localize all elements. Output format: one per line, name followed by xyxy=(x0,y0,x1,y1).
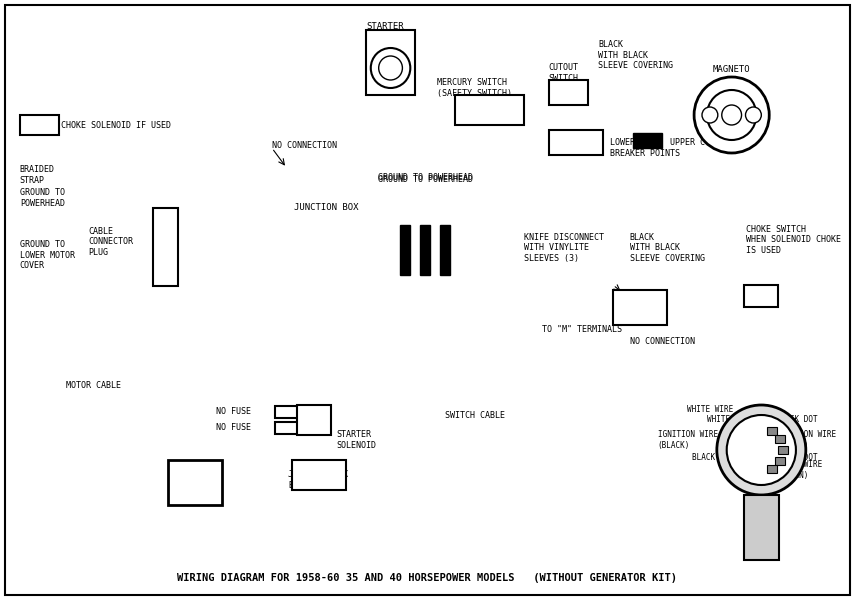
Text: BAT: BAT xyxy=(752,453,766,463)
Text: GROUND TO
LOWER MOTOR
COVER: GROUND TO LOWER MOTOR COVER xyxy=(20,240,74,270)
Bar xyxy=(744,495,779,560)
Text: BRAIDED
STRAP: BRAIDED STRAP xyxy=(20,165,54,185)
Bar xyxy=(275,406,304,418)
Bar xyxy=(548,130,603,155)
Circle shape xyxy=(727,415,796,485)
Text: GROUND TO POWERHEAD: GROUND TO POWERHEAD xyxy=(378,174,472,183)
Text: WIRING DIAGRAM FOR 1958-60 35 AND 40 HORSEPOWER MODELS   (WITHOUT GENERATOR KIT): WIRING DIAGRAM FOR 1958-60 35 AND 40 HOR… xyxy=(177,573,677,583)
Circle shape xyxy=(371,48,410,88)
Circle shape xyxy=(717,405,806,495)
Circle shape xyxy=(694,77,769,153)
Bar xyxy=(767,465,777,473)
Text: CUTOUT
SWITCH: CUTOUT SWITCH xyxy=(548,63,579,83)
Text: NO FUSE: NO FUSE xyxy=(215,408,251,417)
Text: LOWER CYL   UPPER CYL
BREAKER POINTS: LOWER CYL UPPER CYL BREAKER POINTS xyxy=(610,138,715,158)
Text: BLACK
WITH BLACK
SLEEVE COVERING: BLACK WITH BLACK SLEEVE COVERING xyxy=(630,233,705,263)
Text: IGNITION
SWITCH: IGNITION SWITCH xyxy=(613,305,653,324)
Bar xyxy=(163,210,613,284)
Bar xyxy=(548,80,588,105)
Bar xyxy=(440,225,450,275)
Bar xyxy=(744,285,778,307)
Text: MERCURY SWITCH
(SAFETY SWITCH): MERCURY SWITCH (SAFETY SWITCH) xyxy=(437,78,512,98)
Bar xyxy=(20,115,60,135)
Text: PLASTIC
BASE: PLASTIC BASE xyxy=(558,130,593,150)
Text: "HOT" WIRE
(GREEN): "HOT" WIRE (GREEN) xyxy=(776,460,823,480)
Bar xyxy=(163,145,554,195)
Text: BLACK DOT: BLACK DOT xyxy=(776,415,817,425)
Bar xyxy=(767,427,777,435)
Text: MAGNETO: MAGNETO xyxy=(713,66,751,75)
Bar xyxy=(163,355,564,400)
Text: MOTOR CABLE: MOTOR CABLE xyxy=(67,380,121,390)
Bar xyxy=(775,435,785,443)
Text: GREEN DOT: GREEN DOT xyxy=(776,453,817,463)
Text: CABLE
CONNECTOR
PLUG: CABLE CONNECTOR PLUG xyxy=(88,227,133,257)
Text: STARTER
SOLENOID: STARTER SOLENOID xyxy=(336,431,376,450)
Text: BLACK
WITH BLACK
SLEEVE COVERING: BLACK WITH BLACK SLEEVE COVERING xyxy=(599,40,673,70)
Text: IGNITION WIRE
(BLACK): IGNITION WIRE (BLACK) xyxy=(776,431,836,450)
Circle shape xyxy=(702,107,718,123)
Circle shape xyxy=(721,105,741,125)
Circle shape xyxy=(746,107,761,123)
Bar xyxy=(275,422,304,434)
Text: NO FUSE: NO FUSE xyxy=(215,423,251,432)
Text: CHOKE SOLENOID IF USED: CHOKE SOLENOID IF USED xyxy=(61,121,171,130)
Text: JUNCTION BOX: JUNCTION BOX xyxy=(294,203,358,212)
Bar xyxy=(775,457,785,465)
Bar xyxy=(366,30,415,95)
Text: SWITCH CABLE: SWITCH CABLE xyxy=(445,411,504,420)
Bar xyxy=(633,133,663,148)
Bar xyxy=(292,460,346,490)
Text: WHITE WIRE: WHITE WIRE xyxy=(687,405,734,414)
Bar xyxy=(297,405,331,435)
Circle shape xyxy=(379,56,402,80)
Text: STARTER
MOTOR: STARTER MOTOR xyxy=(367,22,405,42)
Bar xyxy=(778,446,788,454)
Text: START: START xyxy=(628,291,653,300)
Bar xyxy=(400,225,410,275)
Text: GROUND TO POWERHEAD: GROUND TO POWERHEAD xyxy=(378,175,472,185)
Text: TO "M" TERMINALS: TO "M" TERMINALS xyxy=(541,326,622,335)
Text: BLACK DOT: BLACK DOT xyxy=(692,453,734,463)
Text: BATTERY
12 VOLT: BATTERY 12 VOLT xyxy=(174,465,215,487)
Text: NO CONNECTION: NO CONNECTION xyxy=(272,140,336,150)
Bar xyxy=(613,290,668,325)
Text: GROUND TO
POWERHEAD: GROUND TO POWERHEAD xyxy=(20,188,65,207)
Bar xyxy=(168,460,222,505)
Text: NO CONNECTION: NO CONNECTION xyxy=(630,338,695,347)
Text: KNIFE DISCONNECT
WITH VINYLITE
SLEEVES (3): KNIFE DISCONNECT WITH VINYLITE SLEEVES (… xyxy=(524,233,604,263)
Bar xyxy=(455,95,524,125)
Bar xyxy=(420,225,430,275)
Text: CHOKE SWITCH
WHEN SOLENOID CHOKE
IS USED: CHOKE SWITCH WHEN SOLENOID CHOKE IS USED xyxy=(746,225,842,255)
Text: JUNCTION BOX
BASE: JUNCTION BOX BASE xyxy=(288,470,349,490)
Text: WHITE DOT: WHITE DOT xyxy=(707,415,748,425)
Text: IGNITION WIRE
(BLACK): IGNITION WIRE (BLACK) xyxy=(657,431,718,450)
Text: BAT: BAT xyxy=(633,297,648,306)
Circle shape xyxy=(707,90,756,140)
Bar xyxy=(153,208,178,286)
